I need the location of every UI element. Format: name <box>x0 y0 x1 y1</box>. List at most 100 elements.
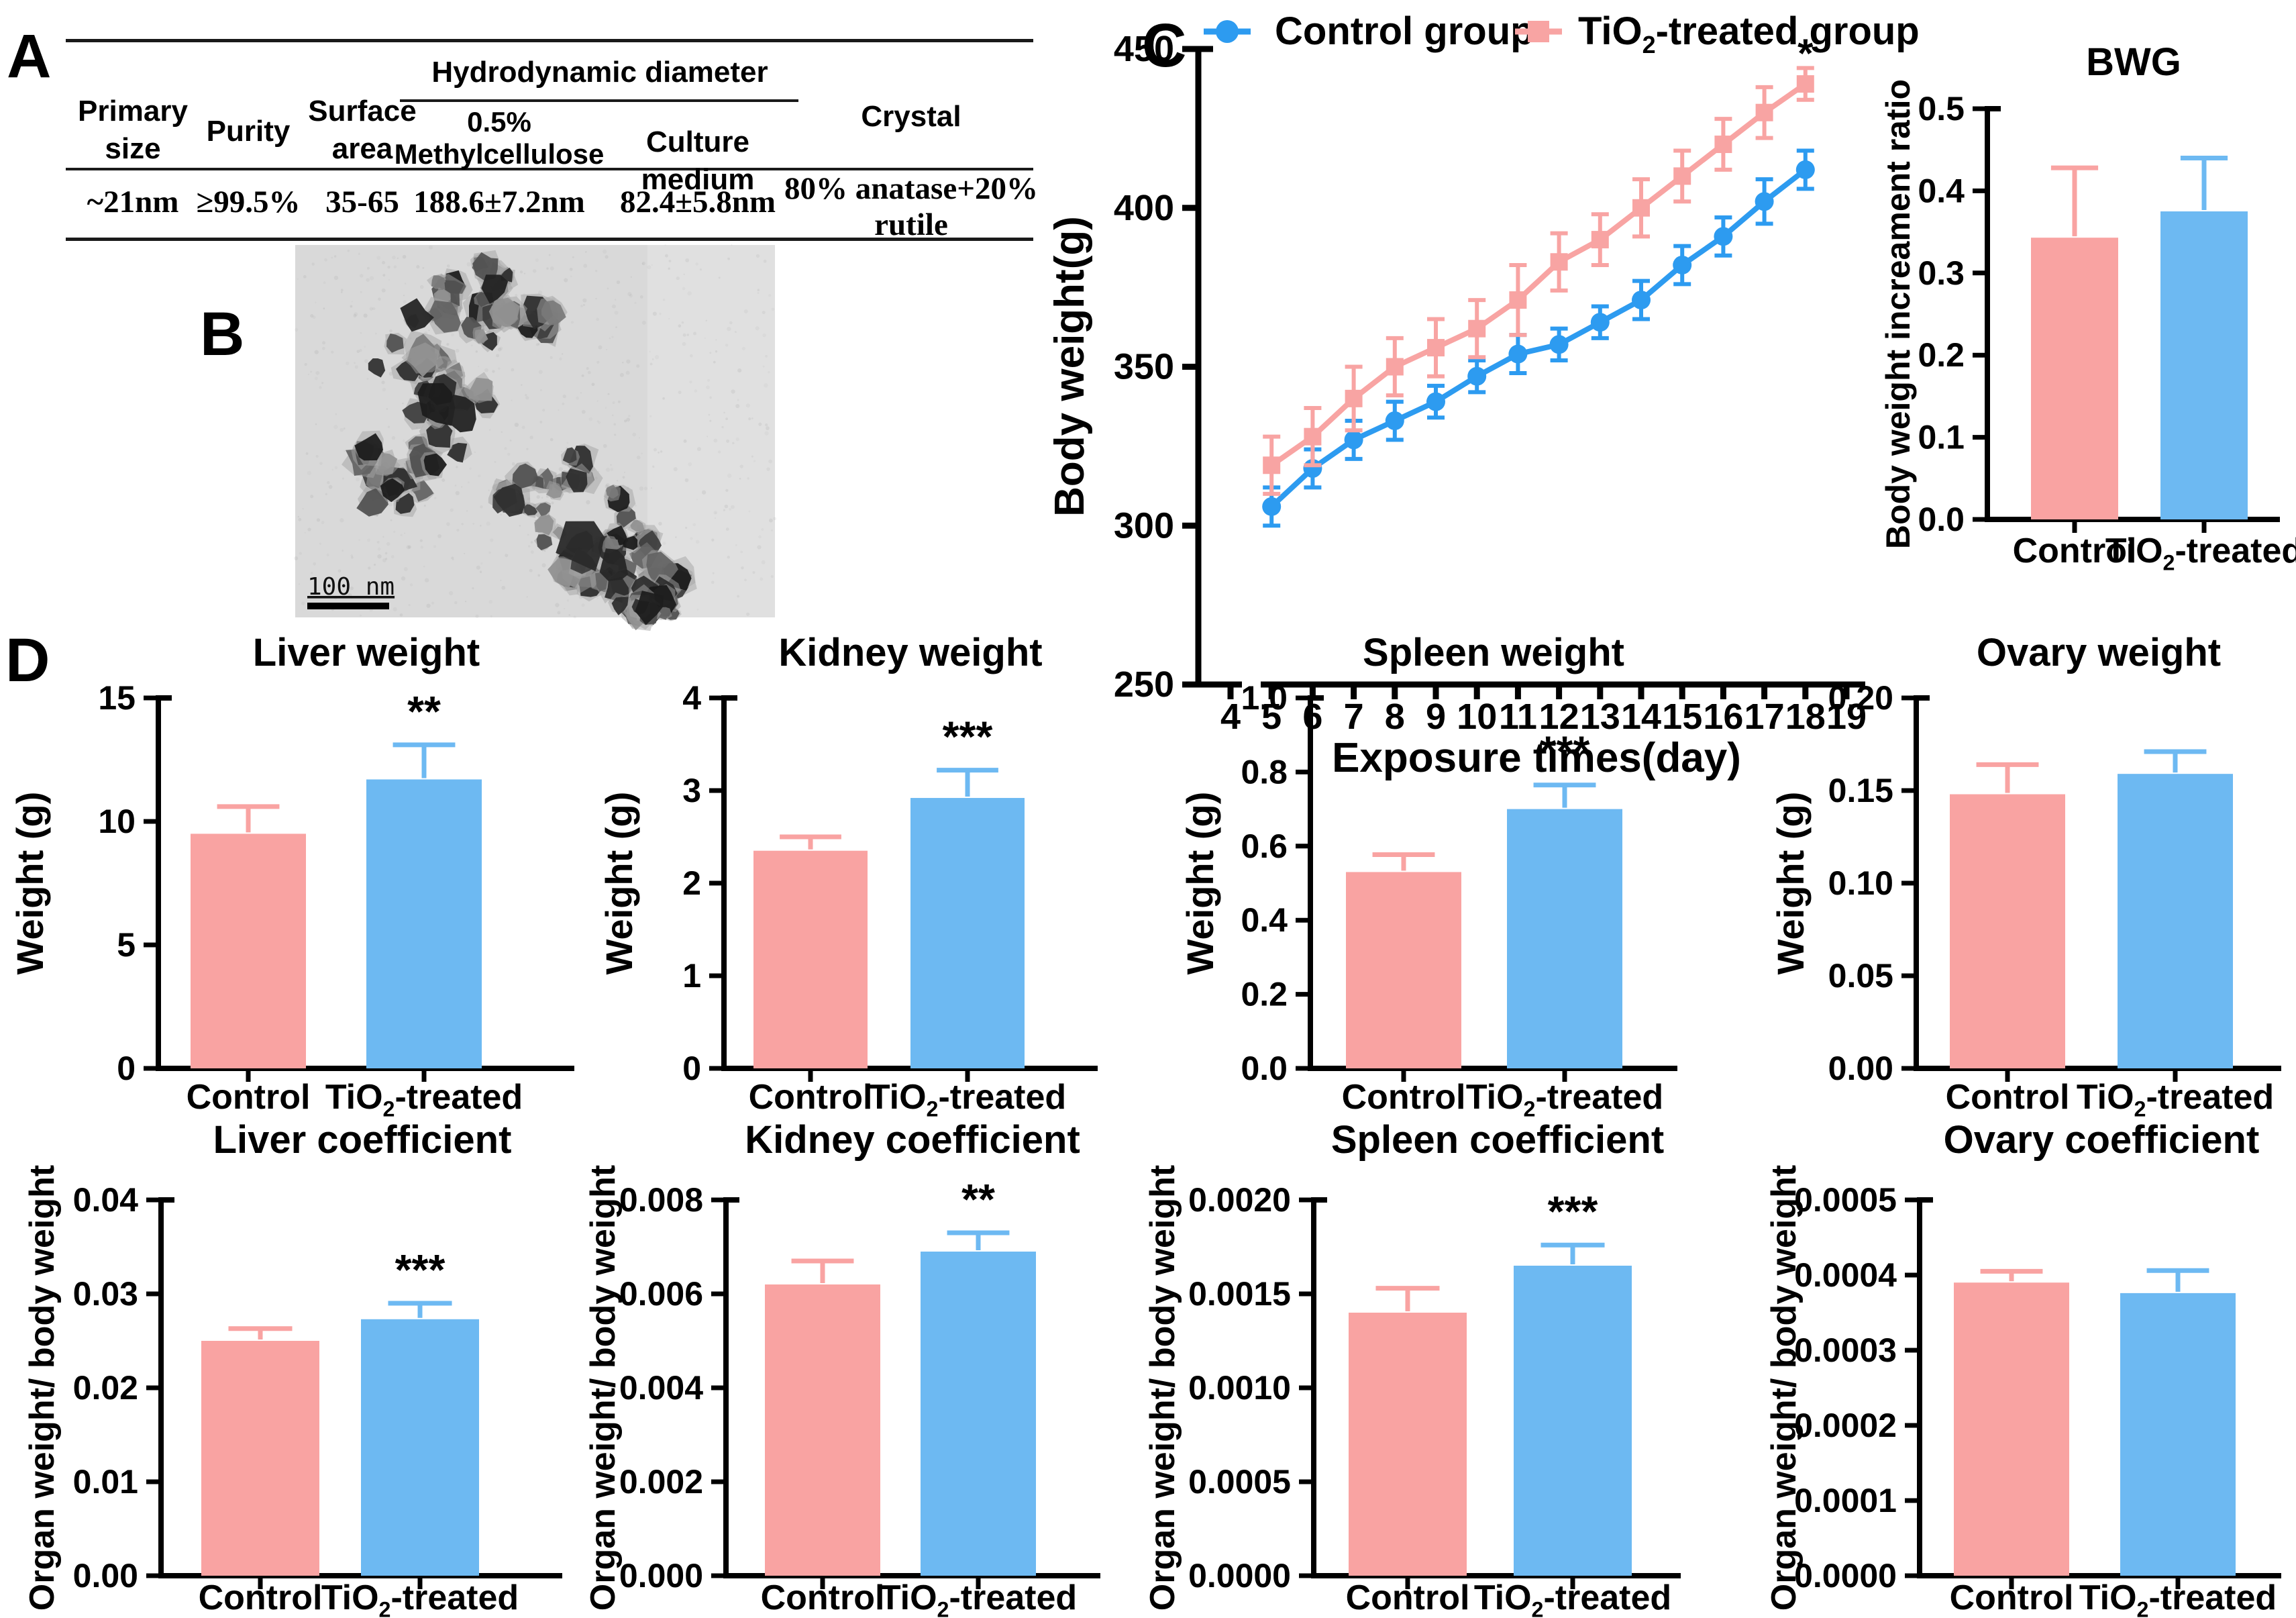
tem-grain <box>403 567 408 571</box>
tem-grain <box>451 556 454 560</box>
tem-grain <box>527 534 529 536</box>
tem-grain <box>423 504 426 507</box>
category-label: TiO2-treated <box>1466 1078 1663 1121</box>
legend: Control group TiO2-treated group <box>1204 9 1920 58</box>
tem-grain <box>441 478 446 482</box>
table-header-purity: Purity <box>206 115 291 148</box>
table-header-crystal: Crystal <box>861 100 961 133</box>
tem-grain <box>678 324 682 327</box>
tem-grain <box>315 370 320 375</box>
y-tick-label: 0.0000 <box>1188 1557 1291 1595</box>
tem-grain <box>334 466 338 470</box>
tem-grain <box>551 501 554 505</box>
tem-grain <box>469 467 472 470</box>
tem-grain <box>403 439 405 442</box>
tem-particle <box>395 493 415 514</box>
significance-stars: *** <box>1540 727 1590 776</box>
tem-grain <box>615 326 617 328</box>
tem-grain <box>603 444 607 448</box>
tem-grain <box>581 374 584 377</box>
category-label: Control <box>187 1078 311 1117</box>
tem-grain <box>299 552 302 555</box>
tem-grain <box>713 511 718 515</box>
category-label: TiO2-treated <box>869 1078 1066 1121</box>
tem-particle <box>547 558 577 589</box>
tem-grain <box>611 336 614 338</box>
tem-grain <box>658 521 662 526</box>
tem-grain <box>316 518 321 522</box>
tem-grain <box>331 256 333 259</box>
tem-grain <box>727 257 730 260</box>
tem-grain <box>470 344 473 347</box>
y-axis-label: Organ weight/ body weight <box>1765 1165 1804 1611</box>
marker-square <box>1673 167 1691 185</box>
tem-grain <box>610 468 614 471</box>
tem-particle <box>426 421 453 448</box>
chart-liver-coeff: Liver coefficient Organ weight/ body weig… <box>23 1118 562 1618</box>
tem-grain <box>718 276 721 279</box>
tem-grain <box>359 349 362 352</box>
tem-grain <box>537 574 541 577</box>
tem-grain <box>382 387 386 392</box>
tem-grain <box>455 491 460 495</box>
tem-grain <box>526 596 529 598</box>
tem-grain <box>451 333 454 337</box>
tem-grain <box>467 481 470 484</box>
tem-grain <box>486 521 490 526</box>
table-cell-culture-medium: 82.4±5.8nm <box>619 185 776 219</box>
tem-grain <box>386 408 388 410</box>
tem-grain <box>461 523 464 525</box>
tem-grain <box>652 311 657 316</box>
tem-grain <box>595 270 598 272</box>
tem-grain <box>343 427 346 430</box>
y-tick-label: 0.2 <box>1918 336 1965 374</box>
tem-grain <box>326 553 329 556</box>
tem-grain <box>764 431 769 436</box>
tem-grain <box>766 467 770 471</box>
tem-particle <box>545 484 562 499</box>
tem-grain <box>488 429 491 431</box>
tem-grain <box>479 570 482 573</box>
tem-grain <box>761 528 764 532</box>
tem-grain <box>298 517 302 521</box>
tem-grain <box>713 438 718 443</box>
tem-particle <box>623 536 638 550</box>
tem-grain <box>704 337 706 339</box>
tem-grain <box>743 309 748 313</box>
tem-grain <box>381 288 386 293</box>
tem-grain <box>740 550 743 554</box>
x-tick-label: 7 <box>1344 697 1364 737</box>
tem-particle <box>562 447 577 464</box>
tem-grain <box>498 367 501 370</box>
tem-grain <box>595 297 597 300</box>
tem-grain <box>323 281 326 285</box>
tem-grain <box>693 332 697 336</box>
tem-image: 100 nm <box>294 244 777 631</box>
tem-grain <box>555 603 560 607</box>
tem-grain <box>682 287 686 291</box>
tem-grain <box>564 607 566 610</box>
tem-grain <box>596 400 598 402</box>
tem-grain <box>711 538 715 542</box>
tem-grain <box>431 601 435 605</box>
tem-grain <box>420 546 423 549</box>
tem-particle <box>534 515 554 536</box>
tem-grain <box>388 502 393 507</box>
tem-grain <box>351 597 353 599</box>
tem-grain <box>616 280 621 285</box>
tem-grain <box>706 385 710 390</box>
tem-grain <box>622 476 625 479</box>
tem-grain <box>475 350 478 353</box>
bar-tio2-treated <box>2118 774 2233 1068</box>
tem-grain <box>626 359 631 364</box>
tem-grain <box>388 279 390 281</box>
tem-grain <box>345 578 348 582</box>
tem-grain <box>723 509 726 511</box>
tem-grain <box>446 343 450 346</box>
tem-grain <box>729 508 731 511</box>
tem-grain <box>391 436 396 440</box>
tem-grain <box>378 297 381 301</box>
tem-grain <box>739 464 743 468</box>
tem-grain <box>399 613 403 617</box>
